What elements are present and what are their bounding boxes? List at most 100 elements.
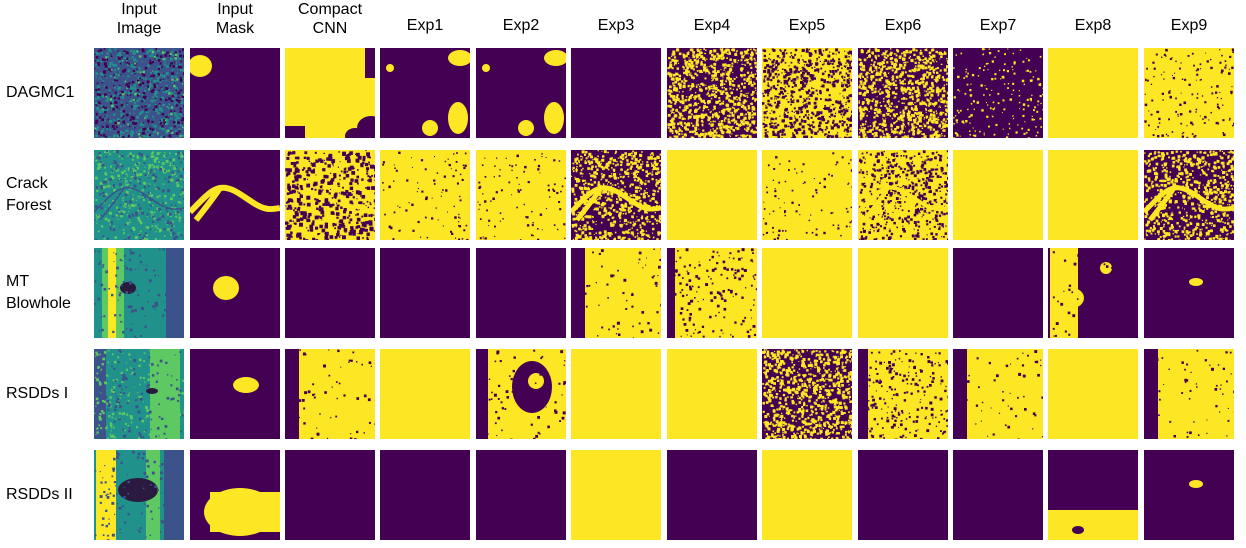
prediction-tile bbox=[858, 450, 948, 540]
row-label: DAGMC1 bbox=[6, 82, 90, 104]
prediction-tile bbox=[1144, 450, 1234, 540]
prediction-tile bbox=[1144, 150, 1234, 240]
column-header: Exp5 bbox=[762, 16, 852, 35]
tile-graphic bbox=[94, 150, 184, 240]
row-label: Crack Forest bbox=[6, 173, 90, 217]
tile-graphic bbox=[571, 150, 661, 240]
row-label: RSDDs I bbox=[6, 383, 90, 405]
row-label-line: Crack bbox=[6, 175, 48, 192]
prediction-tile bbox=[667, 349, 757, 439]
column-header: Input Image bbox=[94, 0, 184, 38]
row-label-line: MT bbox=[6, 273, 30, 290]
tile-graphic bbox=[953, 248, 1043, 338]
prediction-tile bbox=[571, 450, 661, 540]
column-header: Exp6 bbox=[858, 16, 948, 35]
prediction-tile bbox=[1144, 349, 1234, 439]
tile-graphic bbox=[1144, 150, 1234, 240]
prediction-tile bbox=[953, 349, 1043, 439]
tile-graphic bbox=[1144, 248, 1234, 338]
prediction-tile bbox=[285, 150, 375, 240]
prediction-tile bbox=[667, 150, 757, 240]
tile-graphic bbox=[667, 48, 757, 138]
tile-graphic bbox=[762, 48, 852, 138]
column-header: Exp3 bbox=[571, 16, 661, 35]
column-header: Input Mask bbox=[190, 0, 280, 38]
tile-graphic bbox=[190, 450, 280, 540]
tile-graphic bbox=[953, 150, 1043, 240]
prediction-tile bbox=[667, 48, 757, 138]
tile-graphic bbox=[380, 48, 470, 138]
column-header-line: Exp6 bbox=[884, 17, 922, 34]
tile-graphic bbox=[190, 48, 280, 138]
column-header-line: Exp5 bbox=[788, 17, 826, 34]
prediction-tile bbox=[476, 349, 566, 439]
column-header: Exp7 bbox=[953, 16, 1043, 35]
prediction-tile bbox=[285, 450, 375, 540]
prediction-tile bbox=[476, 150, 566, 240]
tile-graphic bbox=[1048, 248, 1138, 338]
tile-graphic bbox=[667, 450, 757, 540]
prediction-tile bbox=[762, 48, 852, 138]
prediction-tile bbox=[380, 150, 470, 240]
prediction-tile bbox=[667, 248, 757, 338]
input-mask-tile bbox=[190, 450, 280, 540]
tile-graphic bbox=[571, 248, 661, 338]
prediction-tile bbox=[1048, 248, 1138, 338]
prediction-tile bbox=[571, 48, 661, 138]
prediction-tile bbox=[762, 248, 852, 338]
prediction-tile bbox=[858, 150, 948, 240]
column-header-line: Exp3 bbox=[597, 17, 635, 34]
input-mask-tile bbox=[190, 150, 280, 240]
prediction-tile bbox=[858, 248, 948, 338]
tile-graphic bbox=[953, 349, 1043, 439]
prediction-tile bbox=[1048, 349, 1138, 439]
row-label-line: DAGMC1 bbox=[6, 84, 75, 101]
row-label: RSDDs II bbox=[6, 484, 90, 506]
tile-graphic bbox=[1048, 150, 1138, 240]
prediction-tile bbox=[1048, 150, 1138, 240]
tile-graphic bbox=[380, 248, 470, 338]
tile-graphic bbox=[380, 450, 470, 540]
tile-graphic bbox=[667, 248, 757, 338]
column-header-line: Exp8 bbox=[1074, 17, 1112, 34]
row-label-line: Forest bbox=[6, 197, 52, 214]
column-header-line: Exp2 bbox=[502, 17, 540, 34]
prediction-tile bbox=[953, 150, 1043, 240]
column-header-line: Mask bbox=[215, 20, 255, 37]
prediction-tile bbox=[953, 48, 1043, 138]
prediction-tile bbox=[380, 248, 470, 338]
column-header: Exp9 bbox=[1144, 16, 1234, 35]
column-header: Compact CNN bbox=[285, 0, 375, 38]
tile-graphic bbox=[1144, 48, 1234, 138]
tile-graphic bbox=[476, 349, 566, 439]
prediction-tile bbox=[380, 349, 470, 439]
tile-graphic bbox=[94, 48, 184, 138]
tile-graphic bbox=[94, 248, 184, 338]
tile-graphic bbox=[1144, 349, 1234, 439]
tile-graphic bbox=[380, 150, 470, 240]
input-image-tile bbox=[94, 48, 184, 138]
prediction-tile bbox=[380, 48, 470, 138]
tile-graphic bbox=[1048, 450, 1138, 540]
tile-graphic bbox=[762, 450, 852, 540]
prediction-tile bbox=[762, 349, 852, 439]
prediction-tile bbox=[1144, 48, 1234, 138]
tile-graphic bbox=[1048, 349, 1138, 439]
tile-graphic bbox=[953, 450, 1043, 540]
row-label-line: RSDDs II bbox=[6, 486, 73, 503]
input-mask-tile bbox=[190, 248, 280, 338]
tile-graphic bbox=[285, 248, 375, 338]
input-image-tile bbox=[94, 150, 184, 240]
tile-graphic bbox=[285, 349, 375, 439]
tile-graphic bbox=[858, 150, 948, 240]
prediction-tile bbox=[953, 248, 1043, 338]
prediction-tile bbox=[571, 349, 661, 439]
column-header: Exp8 bbox=[1048, 16, 1138, 35]
tile-graphic bbox=[762, 349, 852, 439]
row-label: MT Blowhole bbox=[6, 271, 90, 315]
tile-graphic bbox=[94, 450, 184, 540]
column-header: Exp4 bbox=[667, 16, 757, 35]
prediction-tile bbox=[762, 150, 852, 240]
tile-graphic bbox=[953, 48, 1043, 138]
prediction-tile bbox=[1048, 48, 1138, 138]
